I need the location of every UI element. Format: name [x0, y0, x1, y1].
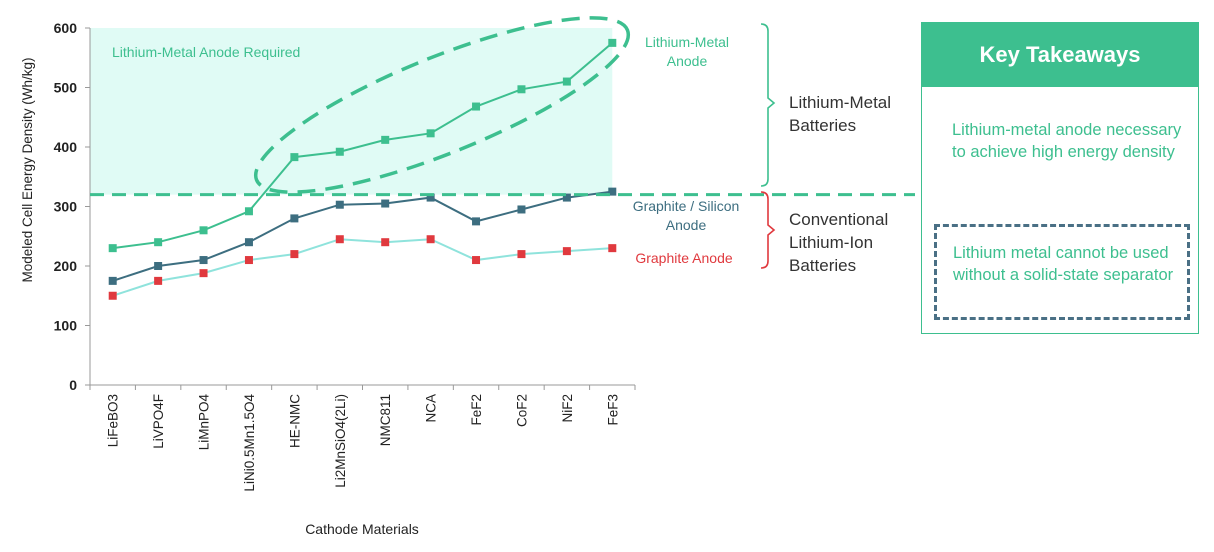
data-point	[426, 193, 435, 202]
x-tick-label: NCA	[424, 394, 439, 423]
x-tick-label: LiNi0.5Mn1.5O4	[242, 394, 257, 492]
data-point	[290, 250, 299, 259]
x-tick-label: NMC811	[378, 394, 393, 446]
data-point	[381, 199, 390, 208]
x-tick-label: FeF2	[469, 394, 484, 426]
x-tick-label: LiMnPO4	[197, 394, 212, 451]
series-label: Anode	[666, 217, 707, 233]
data-point	[335, 147, 344, 156]
data-point	[199, 256, 208, 265]
data-point	[335, 235, 344, 244]
data-point	[381, 135, 390, 144]
series-label: Graphite Anode	[635, 250, 733, 266]
highlight-ellipse	[253, 16, 631, 194]
group-label: Conventional	[789, 210, 888, 229]
region-label: Lithium-Metal Anode Required	[112, 44, 300, 60]
data-point	[335, 200, 344, 209]
y-tick-label: 400	[54, 139, 78, 155]
data-point	[381, 238, 390, 247]
data-point	[154, 276, 163, 285]
group-label: Batteries	[789, 116, 856, 135]
data-point	[608, 38, 617, 47]
data-point	[154, 238, 163, 247]
x-tick-label: FeF3	[605, 394, 620, 426]
x-tick-label: CoF2	[514, 394, 529, 427]
data-point	[199, 226, 208, 235]
y-axis-title: Modeled Cell Energy Density (Wh/kg)	[20, 57, 35, 282]
key-takeaways-title: Key Takeaways	[922, 23, 1198, 87]
data-point	[244, 207, 253, 216]
data-point	[426, 235, 435, 244]
takeaway-lithium-metal-anode: Lithium-metal anode necessary to achieve…	[952, 121, 1182, 161]
key-takeaways-panel: Key Takeaways Lithium-metal anode necess…	[921, 22, 1199, 334]
x-tick-label: HE-NMC	[287, 394, 302, 448]
x-tick-label: NiF2	[560, 394, 575, 423]
data-point	[290, 153, 299, 162]
x-tick-label: LiFeBO3	[106, 394, 121, 447]
series-line	[112, 238, 613, 297]
group-label: Lithium-Ion	[789, 233, 873, 252]
data-point	[244, 256, 253, 265]
data-point	[154, 262, 163, 270]
data-point	[472, 217, 481, 226]
energy-density-chart: Lithium-Metal Anode Required 0 100 200 300 4…	[20, 16, 915, 537]
series-line	[112, 190, 613, 282]
data-point	[108, 276, 117, 285]
data-point	[562, 193, 571, 202]
data-point	[426, 129, 435, 138]
data-point	[244, 238, 253, 247]
series-label: Graphite / Silicon	[633, 198, 740, 214]
data-point	[472, 256, 481, 265]
takeaway-solid-state-separator: Lithium metal cannot be used without a s…	[953, 244, 1174, 284]
data-point	[562, 247, 571, 256]
lithium-metal-region	[90, 28, 613, 195]
series-line	[112, 42, 613, 250]
lithium-metal-bracket	[760, 23, 776, 187]
x-tick-label: LiVPO4F	[151, 394, 166, 449]
group-label: Lithium-Metal	[789, 93, 891, 112]
data-point	[608, 187, 617, 196]
y-tick-label: 200	[54, 258, 78, 274]
y-tick-label: 300	[54, 199, 78, 215]
data-point	[517, 250, 526, 259]
series-label: Lithium-Metal	[645, 34, 729, 50]
data-point	[608, 244, 617, 253]
y-tick-label: 0	[69, 377, 77, 393]
data-point	[562, 77, 571, 86]
data-point	[517, 205, 526, 214]
data-point	[108, 244, 117, 253]
y-tick-label: 500	[54, 80, 78, 96]
group-label: Batteries	[789, 256, 856, 275]
y-tick-label: 600	[54, 20, 78, 36]
x-tick-label: Li2MnSiO4(2Li)	[333, 394, 348, 488]
takeaway-dashed-box: Lithium metal cannot be used without a s…	[934, 224, 1190, 320]
series-label: Anode	[667, 53, 708, 69]
data-point	[199, 269, 208, 278]
conventional-bracket	[760, 191, 776, 269]
x-axis-title: Cathode Materials	[305, 521, 419, 537]
data-point	[108, 291, 117, 300]
data-point	[517, 85, 526, 94]
y-tick-label: 100	[54, 318, 78, 334]
data-point	[290, 214, 299, 223]
data-point	[472, 102, 481, 111]
